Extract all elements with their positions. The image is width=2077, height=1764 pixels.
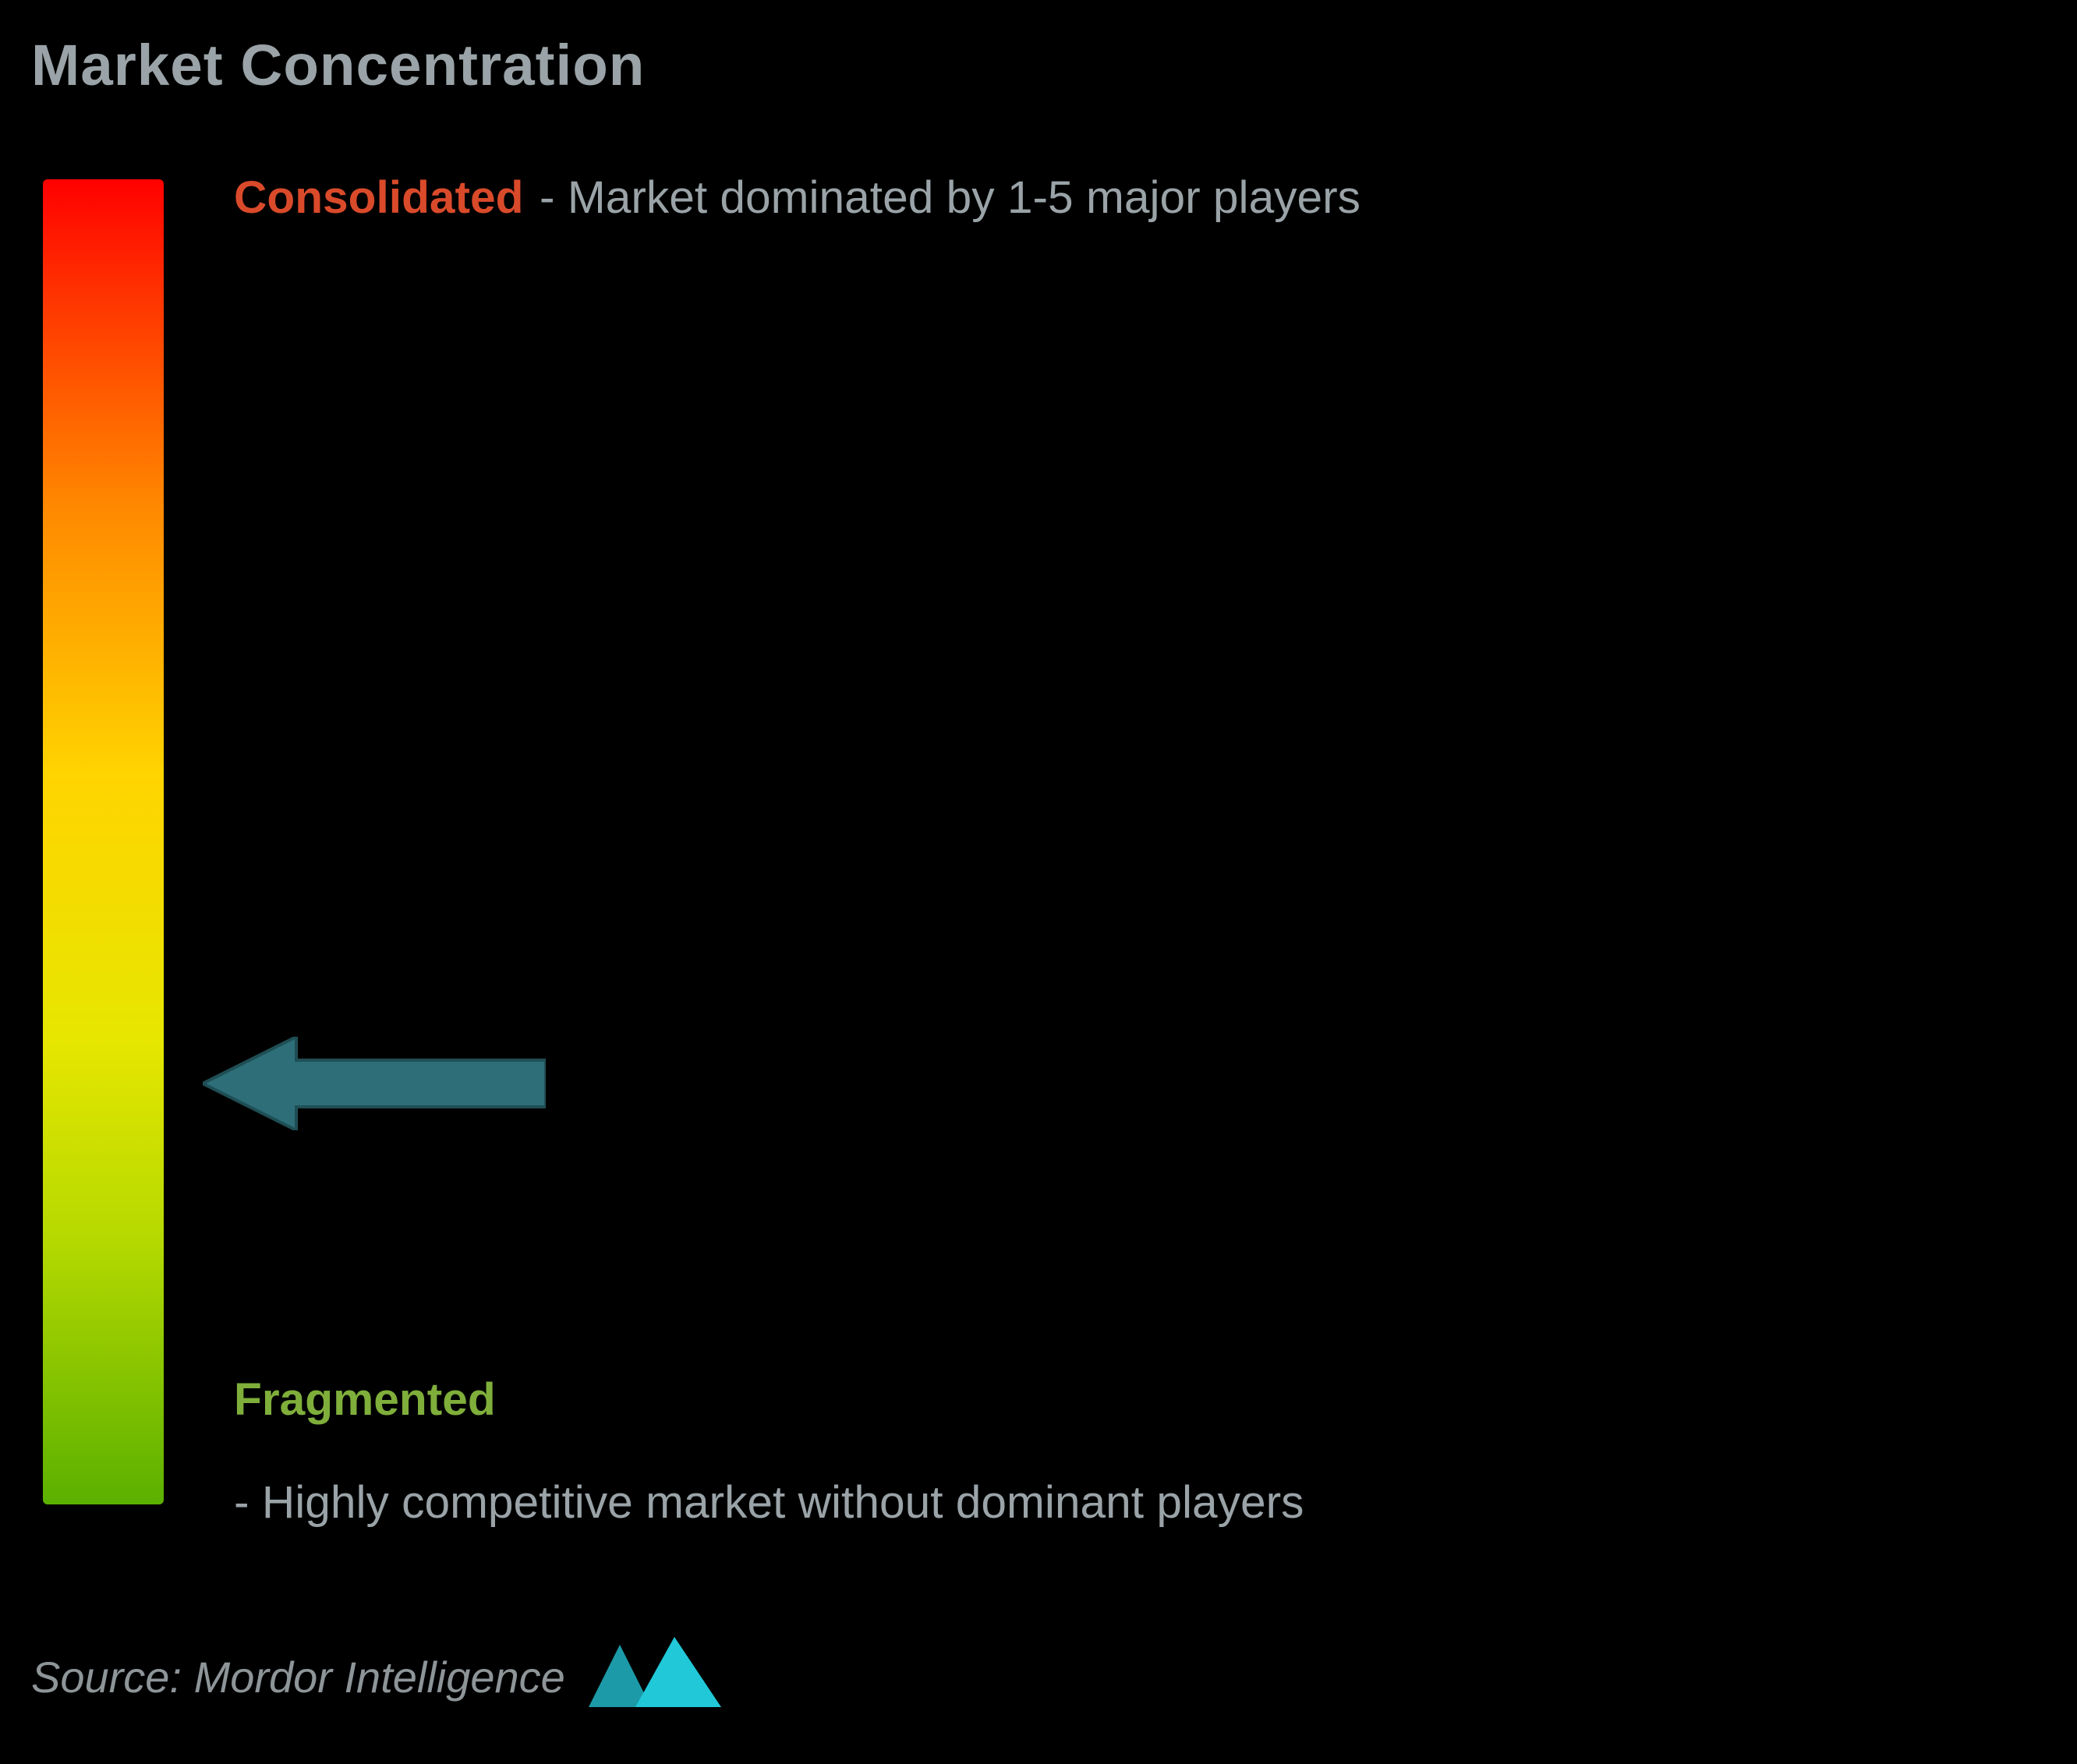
source-name: Mordor Intelligence (194, 1653, 565, 1702)
fragmented-key: Fragmented (234, 1356, 496, 1443)
fragmented-description: - Highly competitive market without domi… (234, 1459, 1304, 1546)
mordor-logo-icon (589, 1637, 721, 1717)
source-row: Source: Mordor Intelligence (31, 1637, 721, 1717)
source-prefix: Source: (31, 1653, 182, 1702)
concentration-gradient-bar (43, 179, 164, 1504)
source-text: Source: Mordor Intelligence (31, 1652, 565, 1702)
indicator-arrow (203, 1037, 546, 1130)
consolidated-label-row: Consolidated - Market dominated by 1-5 m… (234, 171, 1949, 224)
chart-title: Market Concentration (31, 31, 645, 98)
consolidated-key: Consolidated (234, 171, 524, 224)
consolidated-description: - Market dominated by 1-5 major players (540, 171, 1360, 224)
fragmented-label-row: Fragmented - Highly competitive market w… (234, 1356, 1442, 1546)
infographic-canvas: Market Concentration Consolidated - Mark… (0, 0, 2077, 1764)
arrow-left-icon (203, 1037, 546, 1130)
